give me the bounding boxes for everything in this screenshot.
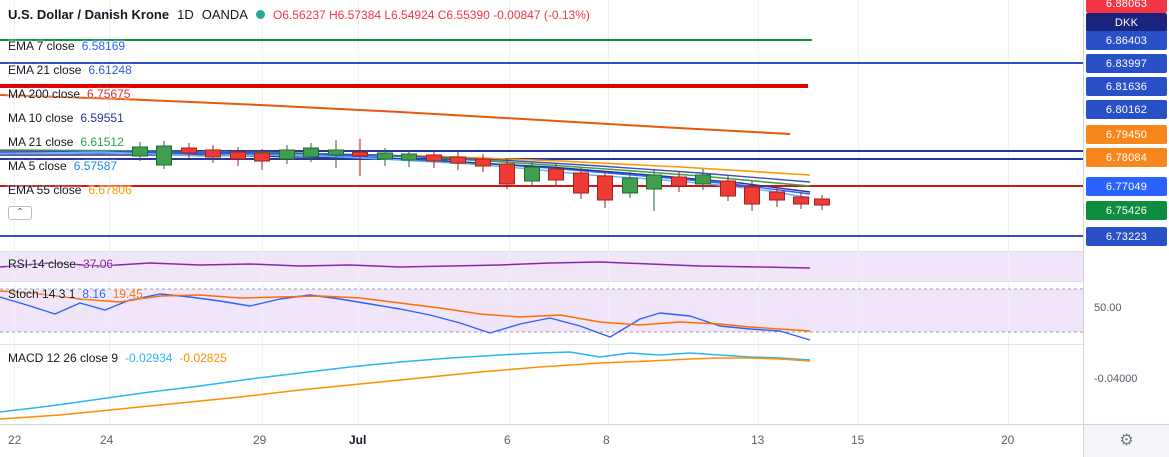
legend-row-ema-55-close[interactable]: EMA 55 close 6.67806 bbox=[8, 178, 132, 202]
time-axis-label: Jul bbox=[349, 433, 367, 447]
legend-row-ma-10-close[interactable]: MA 10 close 6.59551 bbox=[8, 106, 132, 130]
time-axis-label: 20 bbox=[1001, 433, 1015, 447]
chart-area[interactable]: U.S. Dollar / Danish Krone 1D OANDA O6.5… bbox=[0, 0, 1083, 424]
indicator-label: MACD 12 26 close 9 bbox=[8, 351, 119, 365]
time-axis[interactable]: 22 24 29 Jul 6 8 13 15 20 bbox=[0, 424, 1083, 457]
indicator-value: 6.57587 bbox=[73, 159, 118, 173]
price-badge-alert: 6.88063 bbox=[1086, 0, 1167, 13]
indicator-label: MA 21 close bbox=[8, 135, 74, 149]
chart-canvas[interactable] bbox=[0, 0, 1083, 424]
time-axis-label: 8 bbox=[603, 433, 610, 447]
time-axis-label: 29 bbox=[253, 433, 267, 447]
price-scale[interactable]: 50.00 -0.04000 6.88063 DKK 6.86403 6.83997 6… bbox=[1083, 0, 1169, 424]
price-badge: 6.79450 bbox=[1086, 125, 1167, 144]
interval-label[interactable]: 1D bbox=[177, 7, 194, 22]
rsi-legend[interactable]: RSI 14 close 37.06 bbox=[8, 257, 113, 271]
indicator-value: 6.67806 bbox=[88, 183, 132, 197]
legend-row-ema-7-close[interactable]: EMA 7 close 6.58169 bbox=[8, 34, 132, 58]
time-axis-label: 24 bbox=[100, 433, 114, 447]
symbol-header: U.S. Dollar / Danish Krone 1D OANDA O6.5… bbox=[8, 7, 590, 22]
time-axis-label: 6 bbox=[504, 433, 511, 447]
time-axis-label: 13 bbox=[751, 433, 765, 447]
indicator-label: MA 200 close bbox=[8, 87, 81, 101]
symbol-name[interactable]: U.S. Dollar / Danish Krone bbox=[8, 7, 170, 22]
pane-separator[interactable] bbox=[0, 281, 1169, 282]
chevron-up-icon: ⌃ bbox=[15, 207, 25, 218]
price-badge: 6.77049 bbox=[1086, 177, 1167, 196]
legend-row-ema-21-close[interactable]: EMA 21 close 6.61248 bbox=[8, 58, 132, 82]
legend-row-ma-200-close[interactable]: MA 200 close 6.75675 bbox=[8, 82, 132, 106]
time-axis-label: 15 bbox=[851, 433, 865, 447]
macd-value: -0.02934 bbox=[125, 351, 173, 365]
indicator-value: 6.61512 bbox=[80, 135, 124, 149]
indicator-value: 6.61248 bbox=[88, 63, 132, 77]
indicator-value: 6.59551 bbox=[80, 111, 124, 125]
price-badge: 6.73223 bbox=[1086, 227, 1167, 246]
indicator-label: MA 5 close bbox=[8, 159, 67, 173]
indicator-value: 6.58169 bbox=[81, 39, 126, 53]
stoch-d-value: 19.45 bbox=[112, 287, 143, 301]
indicator-label: Stoch 14 3 1 bbox=[8, 287, 76, 301]
ohlc-values: O6.56237 H6.57384 L6.54924 C6.55390 -0.0… bbox=[272, 7, 590, 22]
price-badge: 6.83997 bbox=[1086, 54, 1167, 73]
macd-signal-value: -0.02825 bbox=[179, 351, 227, 365]
market-status-dot bbox=[255, 10, 265, 19]
legend-row-ma-5-close[interactable]: MA 5 close 6.57587 bbox=[8, 154, 132, 178]
price-badge: 6.81636 bbox=[1086, 77, 1167, 96]
stoch-k-value: 8.16 bbox=[82, 287, 106, 301]
stoch-scale-label: 50.00 bbox=[1094, 302, 1122, 314]
price-badge: 6.80162 bbox=[1086, 100, 1167, 119]
pane-separator[interactable] bbox=[0, 344, 1169, 345]
rsi-pane-band bbox=[0, 252, 1083, 281]
macd-scale-label: -0.04000 bbox=[1094, 373, 1138, 385]
time-axis-label: 22 bbox=[8, 433, 22, 447]
legend-row-ma-21-close[interactable]: MA 21 close 6.61512 bbox=[8, 130, 132, 154]
price-badge: 6.86403 bbox=[1086, 31, 1167, 50]
indicator-label: EMA 55 close bbox=[8, 183, 82, 197]
indicator-label: EMA 21 close bbox=[8, 63, 82, 77]
rsi-value: 37.06 bbox=[83, 257, 114, 271]
indicator-label: MA 10 close bbox=[8, 111, 74, 125]
gear-icon[interactable]: ⚙ bbox=[1119, 432, 1134, 449]
price-badge: 6.75426 bbox=[1086, 201, 1167, 220]
macd-legend[interactable]: MACD 12 26 close 9 -0.02934 -0.02825 bbox=[8, 351, 227, 365]
indicator-value: 6.75675 bbox=[87, 87, 131, 101]
currency-badge: DKK bbox=[1086, 13, 1167, 32]
pane-separator[interactable] bbox=[0, 251, 1169, 252]
stoch-legend[interactable]: Stoch 14 3 1 8.16 19.45 bbox=[8, 287, 143, 301]
price-badge: 6.78084 bbox=[1086, 148, 1167, 167]
exchange-label: OANDA bbox=[201, 7, 248, 22]
indicator-label: EMA 7 close bbox=[8, 39, 75, 53]
axis-settings-corner: ⚙ bbox=[1083, 424, 1169, 457]
legend-collapse-button[interactable]: ⌃ bbox=[8, 206, 32, 220]
indicator-label: RSI 14 close bbox=[8, 257, 77, 271]
indicator-legend: EMA 7 close 6.58169 EMA 21 close 6.61248 MA … bbox=[8, 34, 132, 202]
